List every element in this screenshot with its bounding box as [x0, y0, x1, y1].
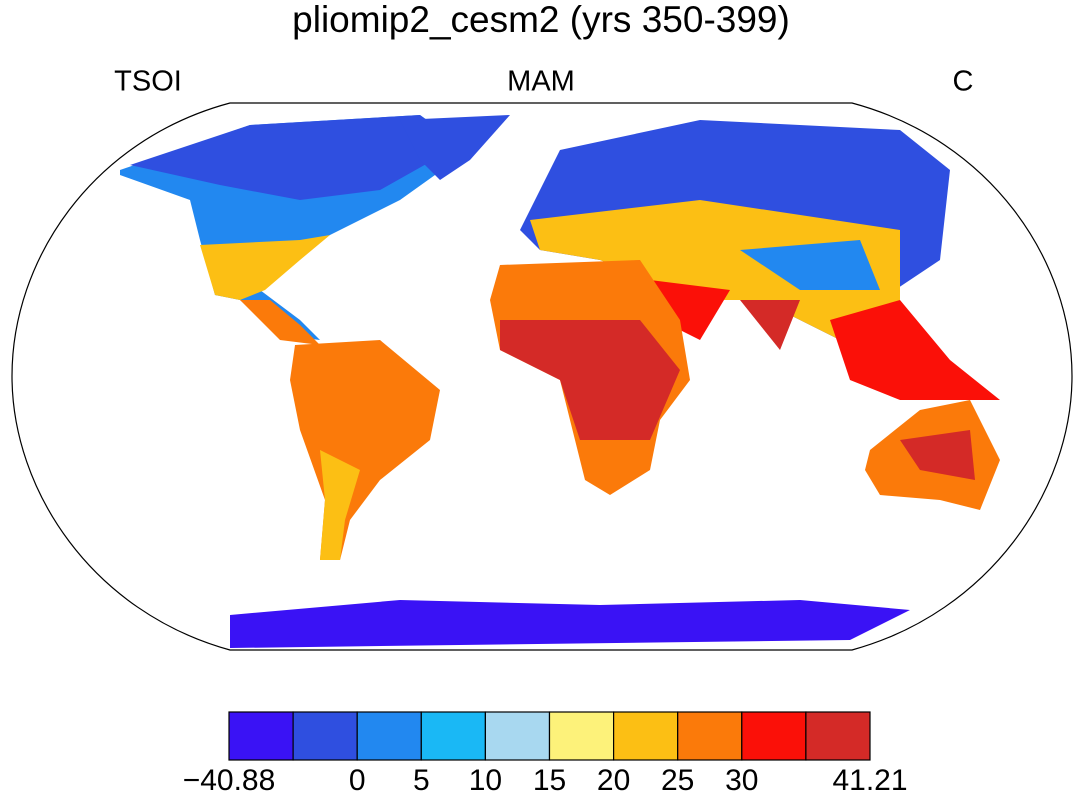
colorbar-tick-label: −40.88 [183, 764, 276, 797]
southeast-asia [830, 300, 1000, 400]
colorbar-box [420, 711, 486, 761]
center-label: MAM [507, 66, 575, 98]
greenland [400, 115, 510, 180]
colorbar-tick-label: 41.21 [832, 764, 907, 797]
colorbar-tick-label: 0 [349, 764, 366, 797]
eurasia-south [530, 200, 900, 350]
colorbar-tick-label: 30 [725, 764, 758, 797]
title: pliomip2_cesm2 (yrs 350-399) [292, 0, 790, 40]
colorbar-box [548, 711, 615, 761]
colorbar-box [677, 711, 743, 761]
colorbar-box [484, 711, 551, 761]
colorbar-tick-label: 10 [469, 764, 502, 797]
colorbar-box [741, 711, 807, 761]
colorbar-box [356, 711, 422, 761]
central-america [240, 300, 320, 345]
south-america-south [320, 450, 360, 560]
north-america-north [130, 115, 460, 200]
south-america [290, 340, 440, 560]
north-america-south [200, 235, 330, 300]
map [120, 115, 1000, 648]
india [740, 300, 800, 350]
colorbar-box [805, 711, 871, 761]
antarctica [230, 600, 910, 648]
tibet [740, 240, 880, 290]
colorbar-tick-label: 20 [597, 764, 630, 797]
left-label: TSOI [114, 66, 182, 98]
australia-inner [900, 430, 975, 480]
map-outline [11, 102, 1073, 651]
colorbar-box [228, 711, 294, 761]
colorbar-tick-label: 15 [533, 764, 566, 797]
right-label: C [953, 66, 974, 98]
colorbar-tick-label: 5 [413, 764, 430, 797]
colorbar-box [292, 711, 358, 761]
africa-central [500, 320, 680, 440]
colorbar-tick-label: 25 [661, 764, 694, 797]
colorbar: −40.88 0 5 10 15 20 25 30 41.21 [183, 711, 908, 797]
colorbar-box [612, 711, 679, 761]
